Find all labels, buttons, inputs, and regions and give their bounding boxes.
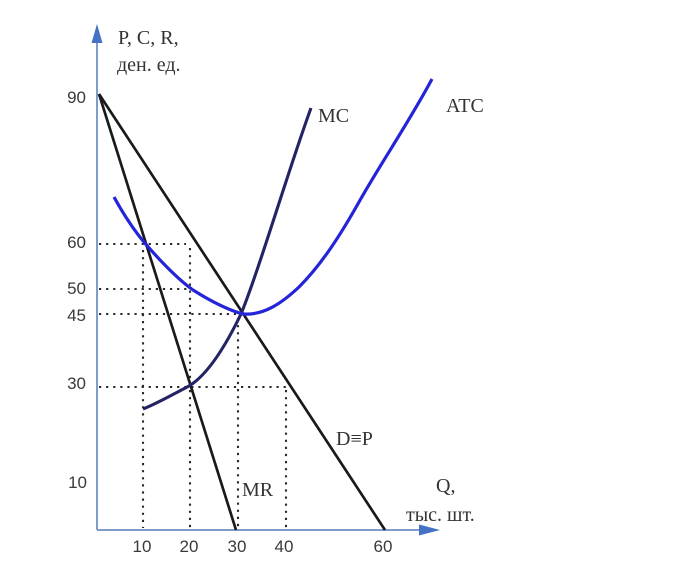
x-tick-60: 60 [374, 537, 393, 556]
y-tick-60: 60 [67, 233, 86, 252]
x-axis-title-line2: тыс. шт. [406, 504, 475, 526]
x-tick-40: 40 [275, 537, 294, 556]
dotted-guides [99, 242, 288, 528]
curve-labels: MC ATC D≡P MR [242, 95, 484, 501]
x-tick-10: 10 [133, 537, 152, 556]
x-tick-30: 30 [228, 537, 247, 556]
average-total-cost-curve [112, 78, 434, 316]
mr-line-label: MR [242, 479, 274, 501]
y-axis-arrow-icon [91, 24, 103, 43]
demand-line-label: D≡P [336, 428, 373, 450]
x-axis-tick-labels: 10 20 30 40 60 [133, 537, 393, 556]
y-tick-45: 45 [67, 306, 86, 325]
y-tick-10: 10 [68, 473, 87, 492]
y-tick-30: 30 [67, 374, 86, 393]
marginal-cost-curve [142, 107, 313, 411]
x-axis-arrow-icon [419, 524, 440, 536]
axes [91, 24, 440, 536]
x-axis-title-line1: Q, [436, 475, 455, 497]
y-tick-50: 50 [67, 279, 86, 298]
mc-curve-label: MC [318, 105, 349, 127]
y-axis-title-line2: ден. ед. [117, 54, 181, 76]
axis-titles: P, C, R, ден. ед. Q, тыс. шт. [117, 27, 475, 526]
atc-curve-label: ATC [446, 95, 484, 117]
y-axis-title-line1: P, C, R, [118, 27, 179, 49]
y-tick-90: 90 [67, 88, 86, 107]
x-tick-20: 20 [180, 537, 199, 556]
marginal-revenue-line [97, 93, 238, 531]
y-axis-tick-labels: 90 60 50 45 30 10 [67, 88, 87, 492]
